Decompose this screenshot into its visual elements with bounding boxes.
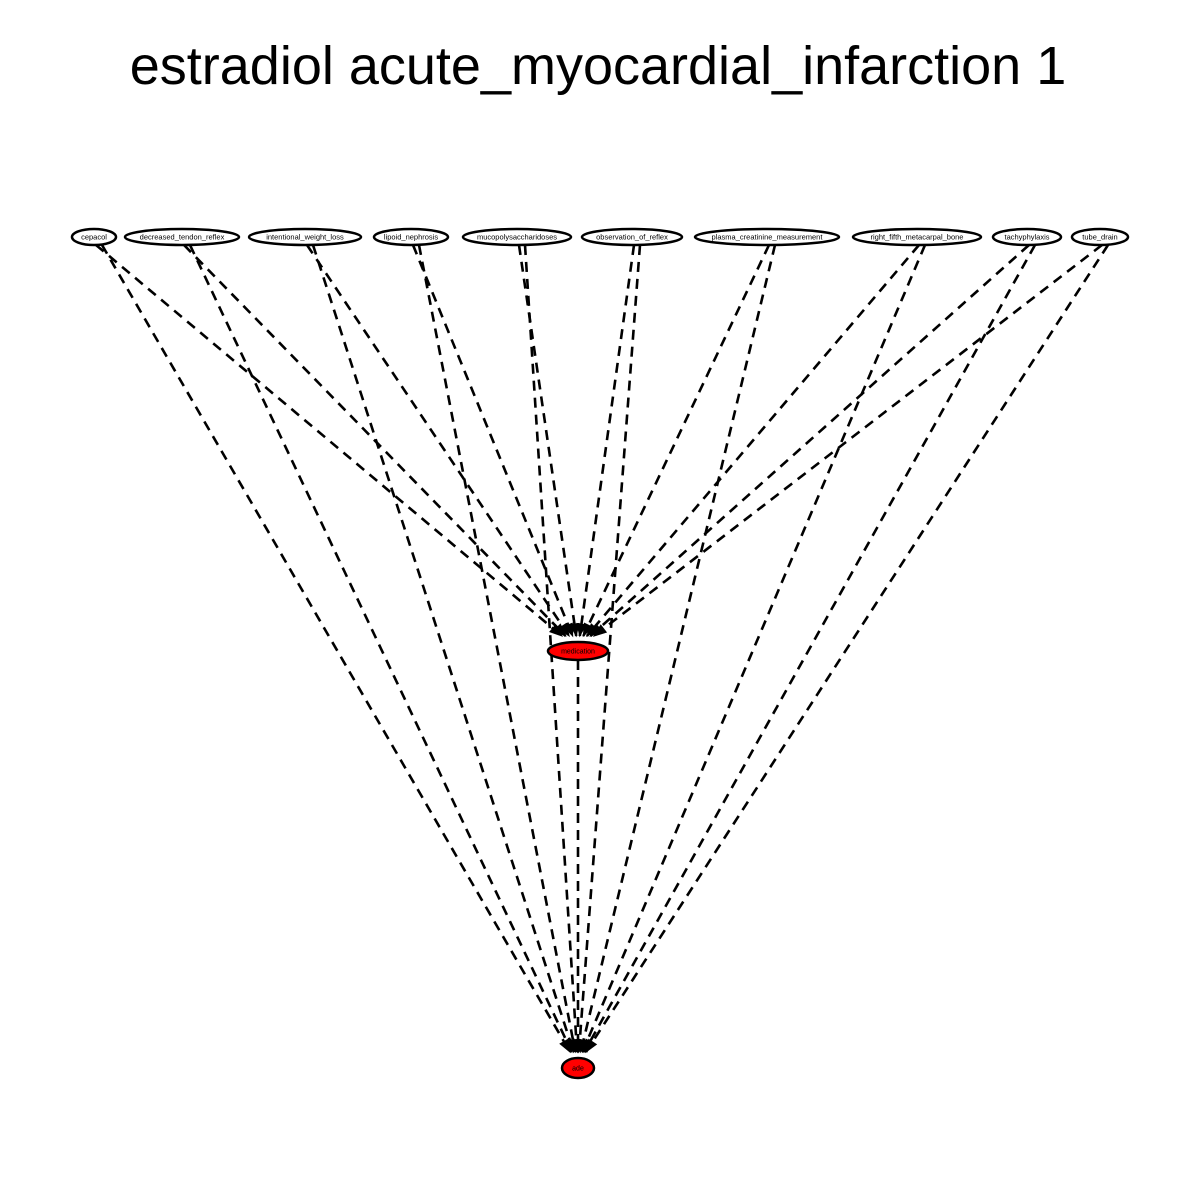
node-medication: medication (546, 640, 610, 662)
edge-plasma_creatinine_measurement-to-medication (582, 244, 771, 637)
node-cepacol: cepacol (70, 227, 118, 247)
node-label-observation_of_reflex: observation_of_reflex (596, 233, 668, 242)
edge-tube_drain-to-ade (584, 244, 1110, 1053)
edge-lipoid_nephrosis-to-medication (411, 244, 574, 637)
node-label-right_fifth_metacarpal_bone: right_fifth_metacarpal_bone (871, 233, 964, 242)
edge-cepacol-to-ade (100, 244, 572, 1053)
nodes-layer: cepacol decreased_tendon_reflex intentiona… (70, 227, 1130, 1080)
node-shape-tube_drain (1070, 227, 1130, 247)
node-right_fifth_metacarpal_bone: right_fifth_metacarpal_bone (851, 227, 983, 247)
node-label-decreased_tendon_reflex: decreased_tendon_reflex (140, 233, 225, 242)
edge-intentional_weight_loss-to-medication (305, 244, 571, 637)
edge-medication-to-ade-arrowhead (572, 1039, 584, 1054)
node-decreased_tendon_reflex: decreased_tendon_reflex (123, 227, 241, 247)
edge-tube_drain-to-medication (593, 243, 1103, 638)
node-shape-plasma_creatinine_measurement (693, 227, 841, 247)
node-label-ade: ade (572, 1066, 584, 1073)
node-shape-cepacol (70, 227, 118, 247)
edge-lipoid_nephrosis-to-ade (417, 244, 577, 1053)
edge-plasma_creatinine_measurement-to-ade (579, 244, 777, 1053)
node-shape-ade (560, 1056, 596, 1080)
edge-mucopolysaccharidoses-to-medication (517, 244, 578, 637)
node-ade: ade (560, 1056, 596, 1080)
node-label-tachyphylaxis: tachyphylaxis (1004, 233, 1049, 242)
node-label-tube_drain: tube_drain (1082, 233, 1117, 242)
node-shape-intentional_weight_loss (247, 227, 363, 247)
edge-intentional_weight_loss-to-ade (311, 244, 575, 1053)
edge-right_fifth_metacarpal_bone-to-medication (585, 244, 920, 637)
node-tube_drain: tube_drain (1070, 227, 1130, 247)
edge-tachyphylaxis-to-ade (583, 244, 1037, 1053)
node-shape-mucopolysaccharidoses (461, 227, 573, 247)
edge-decreased_tendon_reflex-to-ade (188, 244, 573, 1053)
node-label-mucopolysaccharidoses: mucopolysaccharidoses (477, 233, 557, 242)
node-observation_of_reflex: observation_of_reflex (580, 227, 684, 247)
edge-right_fifth_metacarpal_bone-to-ade (581, 244, 927, 1053)
node-mucopolysaccharidoses: mucopolysaccharidoses (461, 227, 573, 247)
diagram-title: estradiol acute_myocardial_infarction 1 (130, 36, 1067, 96)
node-label-cepacol: cepacol (81, 233, 107, 242)
edge-tube_drain-to-medication-arrowhead (592, 624, 608, 637)
node-intentional_weight_loss: intentional_weight_loss (247, 227, 363, 247)
node-shape-tachyphylaxis (991, 227, 1063, 247)
node-label-plasma_creatinine_measurement: plasma_creatinine_measurement (712, 233, 824, 242)
edges-layer (95, 243, 1110, 1054)
node-tachyphylaxis: tachyphylaxis (991, 227, 1063, 247)
node-label-medication: medication (561, 649, 595, 656)
node-shape-decreased_tendon_reflex (123, 227, 241, 247)
node-shape-right_fifth_metacarpal_bone (851, 227, 983, 247)
edge-mucopolysaccharidoses-to-medication-arrowhead (569, 622, 580, 638)
edge-tachyphylaxis-to-medication (589, 244, 1030, 637)
node-shape-observation_of_reflex (580, 227, 684, 247)
node-label-lipoid_nephrosis: lipoid_nephrosis (384, 233, 438, 242)
edge-observation_of_reflex-to-medication (578, 244, 636, 637)
edge-tube_drain-to-ade-arrowhead (585, 1038, 598, 1054)
node-lipoid_nephrosis: lipoid_nephrosis (372, 227, 450, 247)
node-label-intentional_weight_loss: intentional_weight_loss (266, 233, 344, 242)
node-shape-medication (546, 640, 610, 662)
node-plasma_creatinine_measurement: plasma_creatinine_measurement (693, 227, 841, 247)
node-shape-lipoid_nephrosis (372, 227, 450, 247)
